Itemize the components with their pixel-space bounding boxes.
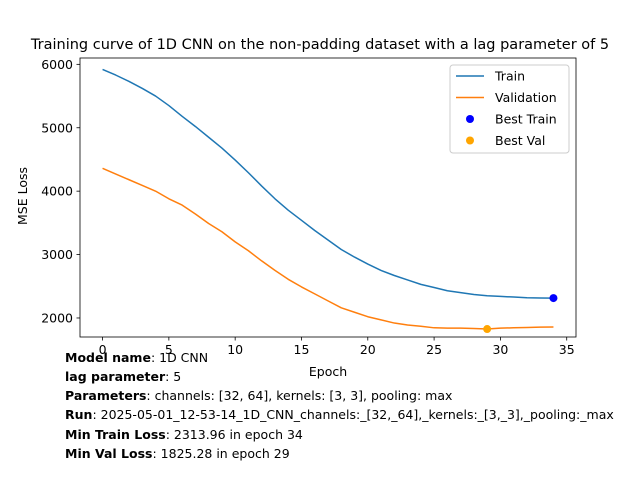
series-line-train: [102, 68, 554, 299]
marker-best-train: [549, 294, 558, 303]
y-axis-label: MSE Loss: [15, 167, 30, 225]
legend-label-train: Train: [494, 69, 525, 84]
x-tick-label: 0: [99, 342, 107, 357]
info-min-train-loss: Min Train Loss: 2313.96 in epoch 34: [65, 427, 303, 442]
info-lag-parameter: lag parameter: 5: [65, 369, 181, 384]
y-tick-label: 3000: [41, 247, 73, 262]
info-value: : 2025-05-01_12-53-14_1D_CNN_channels:_[…: [92, 407, 614, 422]
info-value: : channels: [32, 64], kernels: [3, 3], p…: [146, 388, 453, 403]
legend-label-best-train: Best Train: [495, 112, 557, 127]
legend-box: [449, 64, 570, 154]
y-tick-label: 4000: [41, 184, 73, 199]
y-tick-label: 5000: [41, 120, 73, 135]
x-tick-label: 5: [165, 342, 173, 357]
info-key: Run: [65, 407, 93, 422]
info-key: Min Val Loss: [65, 446, 153, 461]
y-tick-label: 6000: [41, 57, 73, 72]
info-key: lag parameter: [65, 369, 166, 384]
legend-label-validation: Validation: [495, 90, 557, 105]
info-key: Model name: [65, 350, 151, 365]
x-tick-label: 25: [426, 342, 442, 357]
info-value: : 1D CNN: [150, 350, 209, 365]
info-key: Min Train Loss: [65, 427, 166, 442]
marker-best-val: [483, 325, 492, 334]
legend: Train Validation Best Train Best Val: [449, 64, 570, 154]
legend-swatch-best-val: [466, 136, 474, 145]
series-line-validation: [102, 167, 554, 330]
info-model-name: Model name: 1D CNN: [65, 350, 208, 365]
chart-title: Training curve of 1D CNN on the non-padd…: [30, 37, 609, 53]
legend-swatch-best-train: [466, 115, 474, 123]
axes-frame: [79, 57, 577, 338]
info-value: : 2313.96 in epoch 34: [165, 427, 303, 442]
info-parameters: Parameters: channels: [32, 64], kernels:…: [65, 388, 452, 403]
info-run: Run: 2025-05-01_12-53-14_1D_CNN_channels…: [65, 407, 614, 422]
legend-label-best-val: Best Val: [495, 133, 545, 148]
plot-area: 0 5 10 15 20 25 30 35 2000 3000 4000 5000 6000: [41, 57, 577, 357]
x-tick-label: 10: [227, 342, 243, 357]
x-tick-label: 30: [492, 342, 508, 357]
x-tick-label: 20: [360, 342, 376, 357]
info-value: : 1825.28 in epoch 29: [152, 446, 290, 461]
info-value: : 5: [165, 369, 182, 384]
info-min-val-loss: Min Val Loss: 1825.28 in epoch 29: [65, 446, 290, 461]
x-axis-label: Epoch: [309, 364, 347, 379]
y-tick-label: 2000: [41, 310, 73, 325]
info-key: Parameters: [65, 388, 147, 403]
x-tick-label: 35: [559, 342, 575, 357]
x-tick-label: 15: [294, 342, 310, 357]
